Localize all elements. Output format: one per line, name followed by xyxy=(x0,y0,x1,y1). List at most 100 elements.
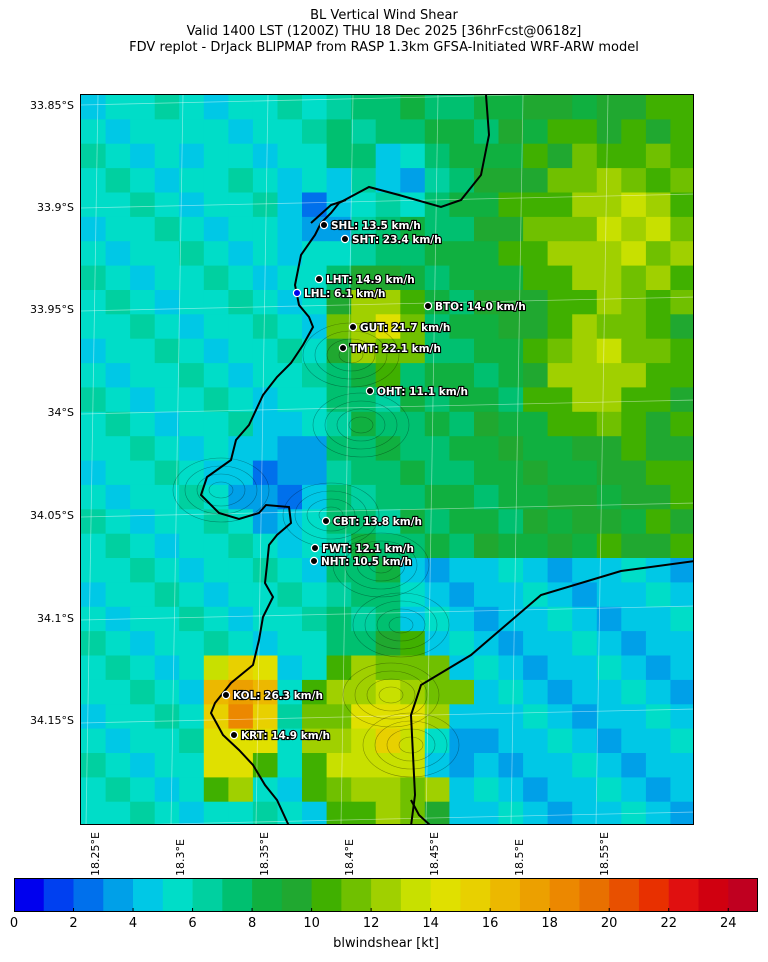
grid-cell xyxy=(351,558,377,583)
grid-cell xyxy=(400,509,426,535)
grid-cell xyxy=(105,484,131,510)
grid-cell xyxy=(375,606,401,632)
terrain-contour xyxy=(314,330,388,380)
grid-cell xyxy=(498,119,524,145)
lon-label: 18.55°E xyxy=(598,832,611,876)
grid-cell xyxy=(523,704,549,730)
grid-cell xyxy=(228,558,254,583)
grid-cell xyxy=(424,216,450,242)
terrain-contour xyxy=(378,686,404,704)
grid-cell xyxy=(474,533,500,559)
grid-cell xyxy=(351,436,377,462)
grid-cell xyxy=(130,679,156,705)
terrain-contour xyxy=(388,616,414,634)
grid-cell xyxy=(326,387,352,413)
grid-cell xyxy=(572,436,598,462)
terrain-contour xyxy=(356,548,406,582)
grid-cell xyxy=(105,777,131,803)
grid-cell xyxy=(203,533,229,559)
grid-cell xyxy=(105,363,131,389)
grid-cell xyxy=(81,728,107,754)
grid-cell xyxy=(302,290,328,315)
grid-cell xyxy=(302,241,328,267)
grid-cell xyxy=(351,704,377,730)
grid-cell xyxy=(203,753,229,778)
grid-cell xyxy=(228,168,254,194)
grid-cell xyxy=(424,558,450,583)
colorbar-segment xyxy=(490,878,521,912)
grid-cell xyxy=(375,387,401,413)
grid-cell xyxy=(523,533,549,559)
grid-cell xyxy=(179,216,205,242)
grid-cell xyxy=(596,411,622,437)
map-panel[interactable]: SHL: 13.5 km/h SHT: 23.4 km/h LHT: 14.9 km… xyxy=(80,94,694,825)
colorbar-segment xyxy=(133,878,164,912)
grid-cell xyxy=(547,143,573,169)
grid-cell xyxy=(302,631,328,657)
colorbar-tick-label: 16 xyxy=(481,916,499,931)
grid-cell xyxy=(424,338,450,364)
grid-cell xyxy=(154,606,180,632)
grid-cell xyxy=(326,728,352,754)
station-label-nht: NHT: 10.5 km/h xyxy=(321,556,412,568)
grid-cell xyxy=(547,801,573,824)
grid-cell xyxy=(203,241,229,267)
grid-cell xyxy=(449,216,475,242)
grid-cell xyxy=(130,753,156,778)
grid-cell xyxy=(351,777,377,803)
grid-cell xyxy=(400,387,426,413)
grid-cell xyxy=(375,411,401,437)
grid-cell xyxy=(179,801,205,824)
grid-cell xyxy=(130,655,156,681)
grid-cell xyxy=(424,484,450,510)
colorbar-tick-label: 4 xyxy=(128,916,138,931)
colorbar-tick-label: 22 xyxy=(660,916,677,931)
colorbar-tick-label: 6 xyxy=(188,916,197,931)
grid-cell xyxy=(228,314,254,340)
grid-cell xyxy=(621,533,647,559)
grid-cell xyxy=(449,241,475,267)
grid-cell xyxy=(228,533,254,559)
grid-cell xyxy=(81,631,107,657)
grid-cell xyxy=(302,436,328,462)
grid-cell xyxy=(375,119,401,145)
grid-cell xyxy=(154,216,180,242)
grid-cell xyxy=(105,801,131,824)
grid-cell xyxy=(105,679,131,705)
station-marker-tmt xyxy=(338,343,348,353)
grid-cell xyxy=(449,95,475,120)
grid-cell xyxy=(351,290,377,315)
graticule-line xyxy=(85,95,99,824)
grid-cell xyxy=(645,143,672,169)
grid-cell xyxy=(523,387,549,413)
grid-cell xyxy=(130,290,156,315)
grid-cell xyxy=(670,290,693,315)
grid-cell xyxy=(228,777,254,803)
grid-cell xyxy=(351,631,377,657)
colorbar-segment xyxy=(728,878,758,912)
graticule-line xyxy=(81,399,693,415)
grid-cell xyxy=(424,460,450,486)
grid-cell xyxy=(449,704,475,730)
grid-cell xyxy=(179,582,205,608)
colorbar-segment xyxy=(609,878,640,912)
grid-cell xyxy=(326,168,352,194)
grid-cell xyxy=(154,777,180,803)
station-label-sht: SHT: 23.4 km/h xyxy=(352,234,442,246)
grid-cell xyxy=(105,265,131,291)
grid-cell xyxy=(375,533,401,559)
grid-cell xyxy=(400,582,426,608)
grid-cell xyxy=(154,484,180,510)
grid-cell xyxy=(400,143,426,169)
grid-cell xyxy=(179,631,205,657)
grid-cell xyxy=(81,363,107,389)
grid-cell xyxy=(621,606,647,632)
grid-cell xyxy=(474,436,500,462)
colorbar-tick-label: 2 xyxy=(69,916,78,931)
grid-cell xyxy=(203,655,229,681)
grid-cell xyxy=(498,460,524,486)
grid-cell xyxy=(375,460,401,486)
grid-cell xyxy=(228,801,254,824)
grid-cell xyxy=(474,679,500,705)
graticule-line xyxy=(81,708,693,724)
